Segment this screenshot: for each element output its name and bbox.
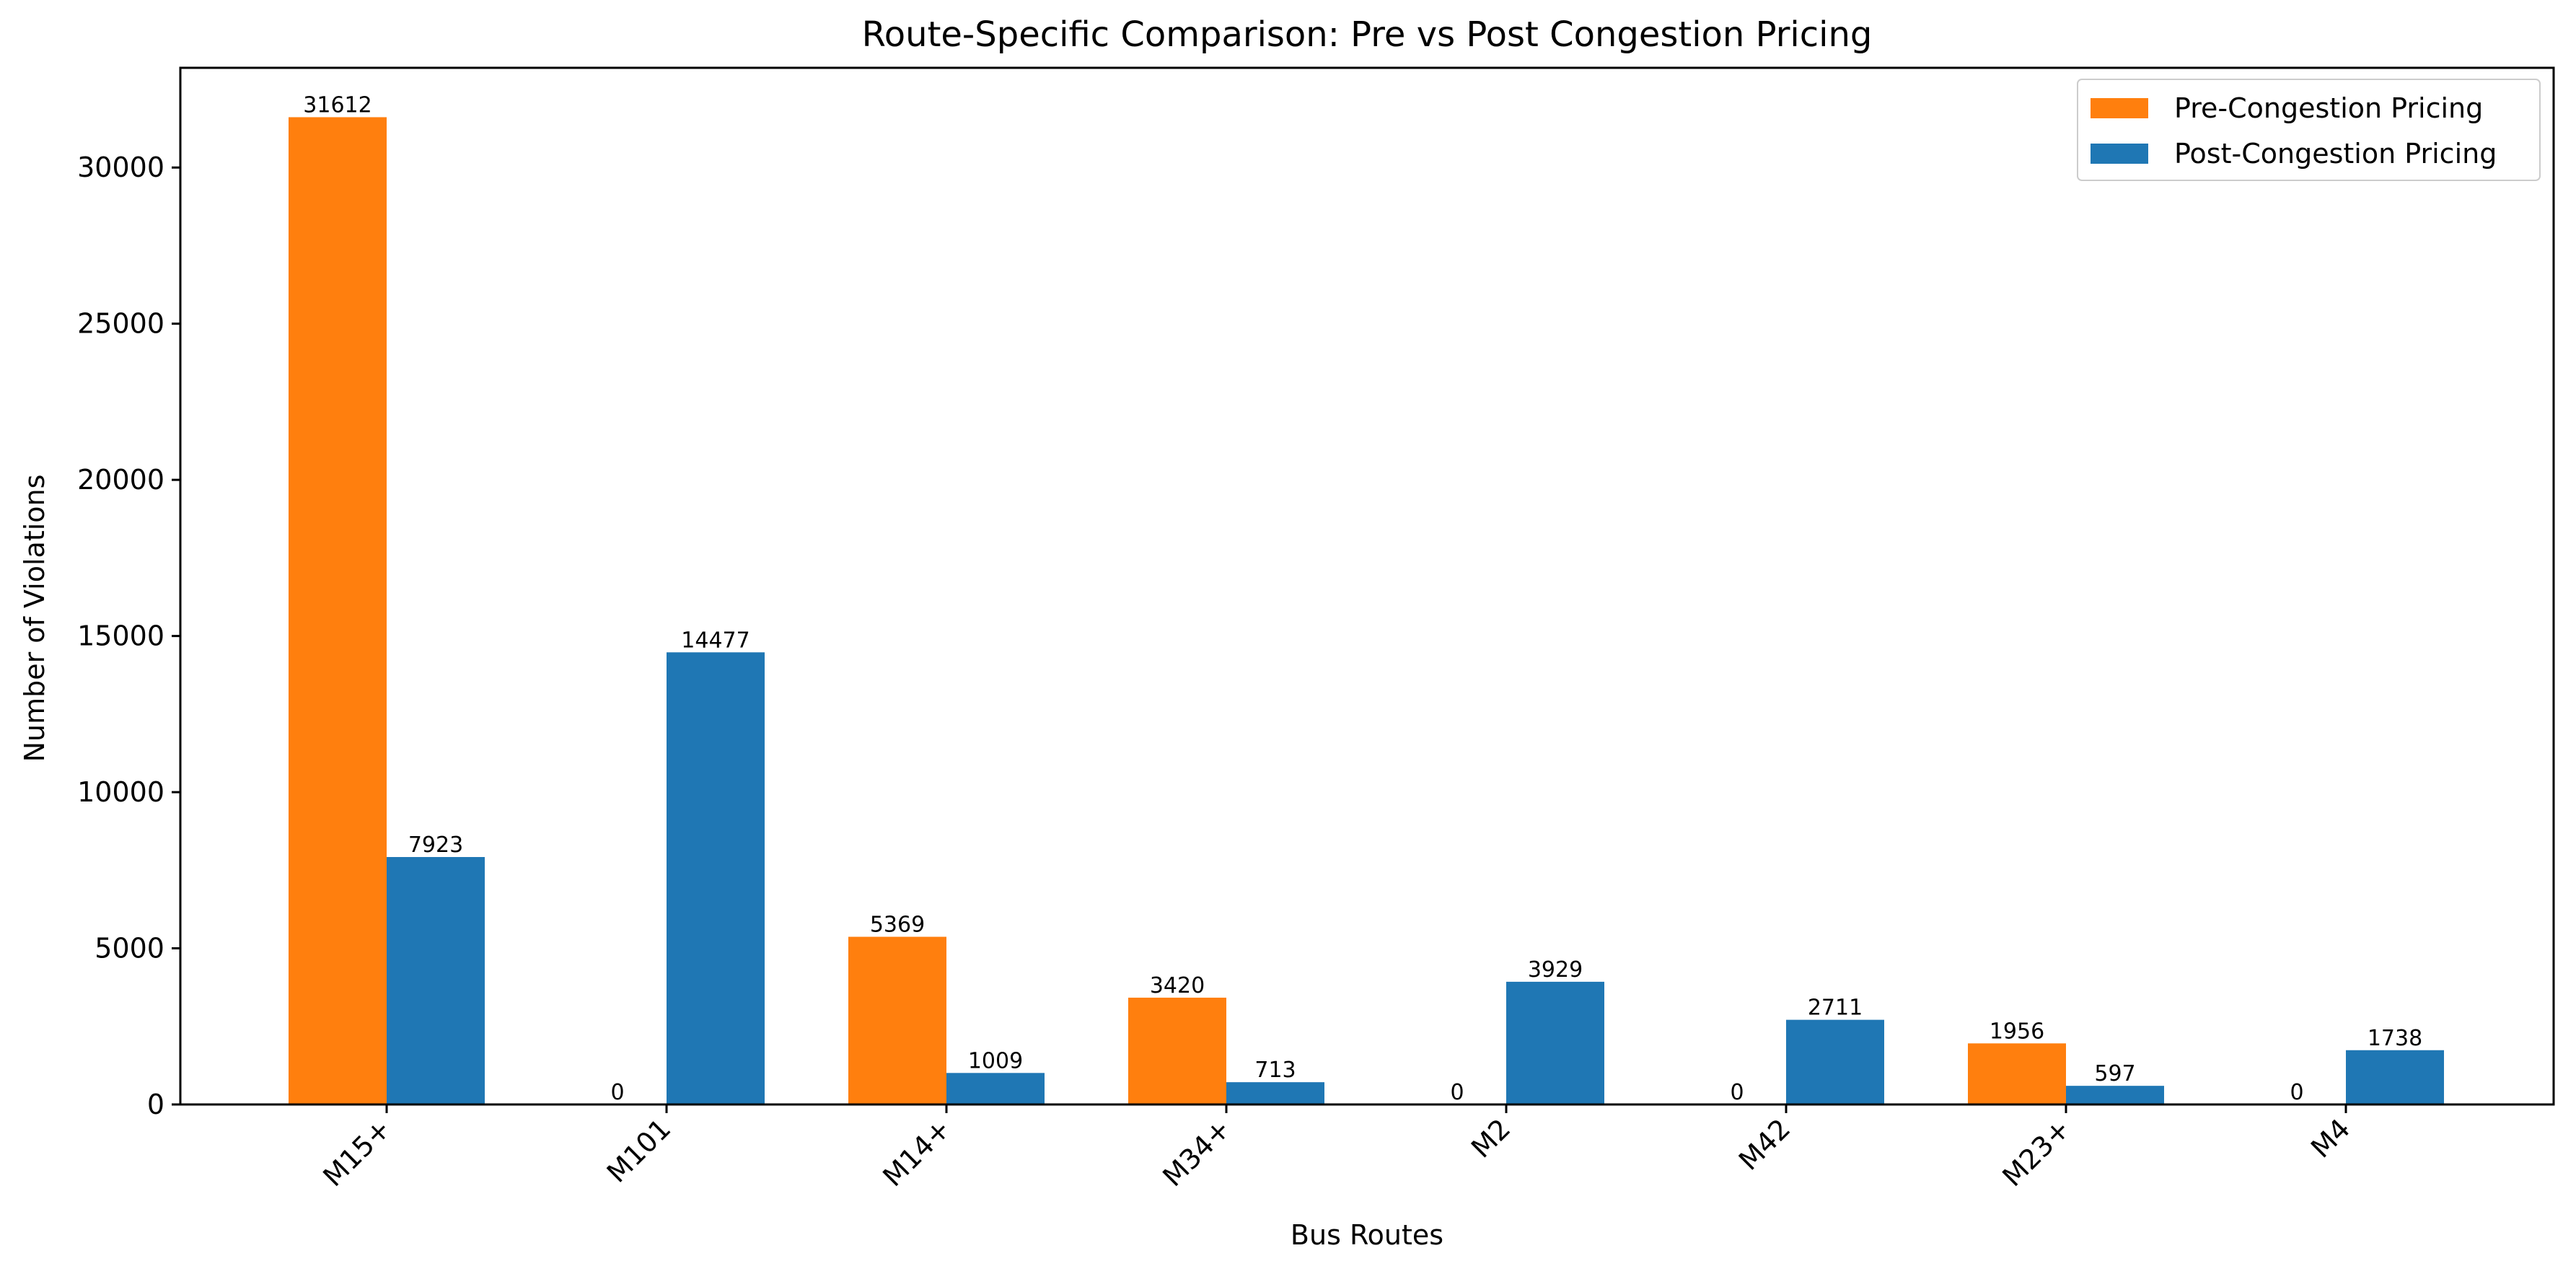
data-label-post-m15: 7923 (408, 833, 463, 858)
y-axis-label: Number of Violations (19, 475, 50, 763)
data-label-pre-m23: 1956 (1990, 1019, 2044, 1044)
legend: Pre-Congestion Pricing Post-Congestion Pr… (2077, 79, 2541, 181)
bar-pre-m34 (1128, 997, 1226, 1104)
bar-pre-m15 (289, 117, 387, 1104)
bar-post-m14 (946, 1073, 1045, 1104)
bar-pre-m14 (848, 936, 946, 1104)
data-label-post-m2: 3929 (1528, 957, 1583, 983)
legend-box (2077, 79, 2541, 181)
data-labels-group: 31612 7923 0 14477 5369 1009 3420 713 0 3929 0 2711… (303, 92, 2422, 1105)
data-label-post-m42: 2711 (1808, 996, 1863, 1021)
bar-post-m42 (1786, 1019, 1884, 1104)
data-label-post-m14: 1009 (968, 1048, 1023, 1073)
data-label-pre-m42: 0 (1730, 1080, 1744, 1105)
y-tick-label-15000: 15000 (77, 620, 164, 652)
bars-group (289, 117, 2444, 1104)
x-axis-label: Bus Routes (1291, 1219, 1443, 1251)
legend-label-post: Post-Congestion Pricing (2174, 138, 2497, 170)
y-axis: 0 5000 10000 15000 20000 25000 30000 (77, 151, 180, 1120)
legend-swatch-pre (2091, 98, 2148, 118)
data-label-pre-m4: 0 (2290, 1080, 2303, 1105)
data-label-post-m34: 713 (1254, 1058, 1296, 1083)
bar-post-m2 (1506, 981, 1604, 1104)
y-tick-label-30000: 30000 (77, 151, 164, 183)
legend-swatch-post (2091, 144, 2148, 164)
y-tick-label-25000: 25000 (77, 308, 164, 340)
data-label-pre-m14: 5369 (870, 913, 925, 938)
data-label-post-m101: 14477 (681, 628, 749, 653)
data-label-pre-m15: 31612 (303, 92, 372, 118)
data-label-post-m23: 597 (2094, 1061, 2135, 1086)
chart-title: Route-Specific Comparison: Pre vs Post C… (862, 14, 1873, 55)
bar-post-m4 (2346, 1050, 2444, 1104)
data-label-post-m4: 1738 (2368, 1026, 2422, 1051)
bar-post-m34 (1226, 1082, 1324, 1104)
y-tick-label-20000: 20000 (77, 464, 164, 496)
y-tick-label-5000: 5000 (94, 933, 164, 965)
data-label-pre-m2: 0 (1450, 1080, 1464, 1105)
y-tick-label-0: 0 (147, 1089, 164, 1120)
data-label-pre-m34: 3420 (1150, 973, 1205, 998)
legend-label-pre: Pre-Congestion Pricing (2174, 92, 2483, 124)
bar-post-m23 (2066, 1086, 2164, 1104)
bar-post-m101 (667, 652, 765, 1104)
bar-pre-m23 (1968, 1043, 2066, 1104)
y-tick-label-10000: 10000 (77, 776, 164, 808)
data-label-pre-m101: 0 (610, 1080, 624, 1105)
bar-post-m15 (387, 856, 485, 1104)
plot-frame (179, 66, 2555, 1106)
